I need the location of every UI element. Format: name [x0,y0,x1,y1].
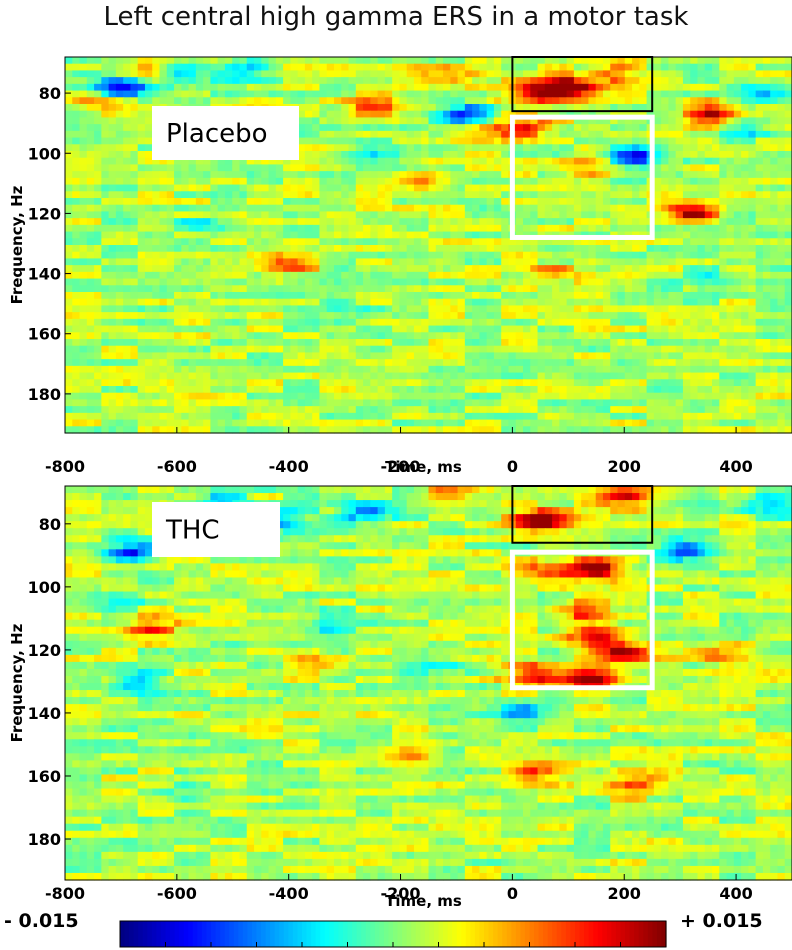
white-box [509,114,655,240]
y-axis-label: Frequency, Hz [8,623,26,742]
black-box [511,56,654,113]
x-axis-label: Time, ms [385,892,462,910]
x-tick-label: -600 [157,884,197,903]
condition-label-text: Placebo [166,119,268,149]
y-tick-label: 180 [28,830,61,849]
colorbar-gradient [120,921,667,947]
y-tick-label: 100 [28,144,61,163]
x-tick-label: -400 [269,884,309,903]
colorbar-min-label: - 0.015 [4,910,79,932]
condition-label-bg [152,106,299,160]
y-axis-label: Frequency, Hz [8,185,26,304]
condition-label-text: THC [165,516,220,546]
y-tick-label: 100 [28,578,61,597]
x-tick-label: 200 [608,457,641,476]
condition-label: Placebo [152,106,299,160]
x-axis-label: Time, ms [385,458,462,476]
colorbar-max-label: + 0.015 [680,910,763,932]
x-tick-label: -200 [381,457,421,476]
condition-label: THC [152,502,280,557]
x-tick-label: -800 [45,884,85,903]
x-tick-label: 0 [507,457,518,476]
x-tick-label: 400 [719,457,752,476]
y-tick-label: 160 [28,767,61,786]
x-tick-label: 200 [608,884,641,903]
colorbar: - 0.015 + 0.015 [4,910,763,948]
y-tick-label: 140 [28,704,61,723]
heatmap-placebo: Placebo -800 -600 -400 -200 0 200 400 80 100 120 14… [8,56,792,476]
condition-label-bg [152,502,280,557]
x-tick-label: -400 [269,457,309,476]
y-tick-label: 120 [28,204,61,223]
heatmap-thc: THC -800 -600 -400 -200 0 200 400 80 100 120 140 160… [8,485,792,910]
y-tick-label: 120 [28,641,61,660]
y-tick-label: 80 [39,515,61,534]
white-box [509,549,655,691]
x-tick-label: 400 [719,884,752,903]
black-box [511,485,654,544]
x-tick-label: -200 [381,884,421,903]
plot-frame [64,56,792,434]
y-tick-label: 160 [28,325,61,344]
y-tick-label: 180 [28,385,61,404]
figure-title: Left central high gamma ERS in a motor t… [103,2,689,32]
heatmap-cells [65,486,792,881]
x-tick-label: -600 [157,457,197,476]
y-tick-label: 80 [39,84,61,103]
plot-frame [64,485,792,881]
y-tick-label: 140 [28,265,61,284]
x-tick-label: 0 [507,884,518,903]
x-tick-label: -800 [45,457,85,476]
